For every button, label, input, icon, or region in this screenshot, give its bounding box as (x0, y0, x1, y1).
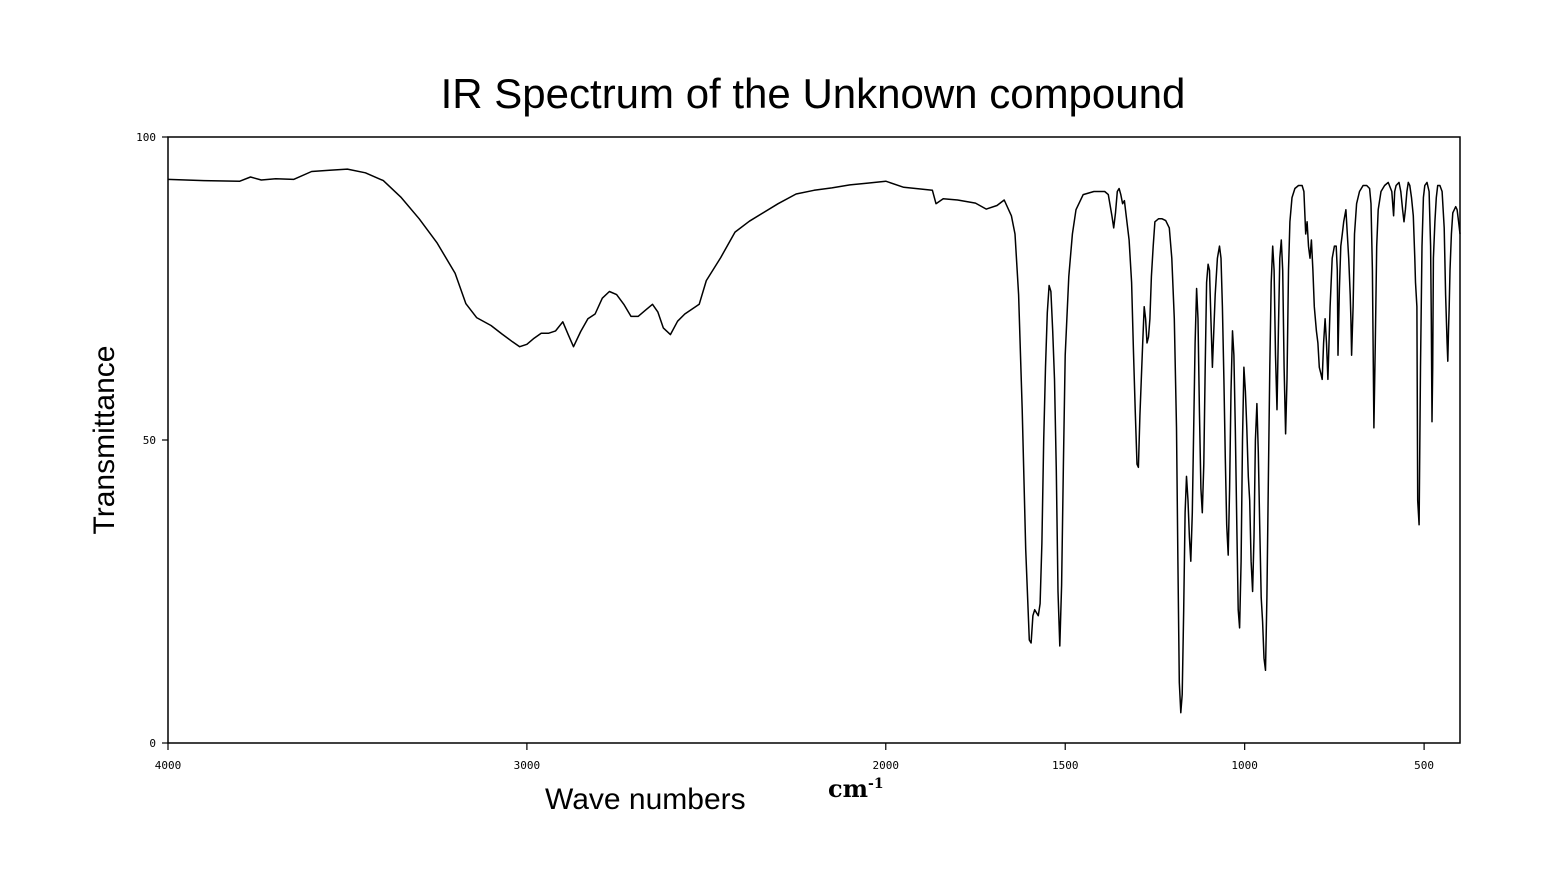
x-tick-label: 2000 (873, 759, 900, 772)
spectrum-series (167, 168, 1461, 714)
unit-text: cm (828, 774, 869, 803)
y-tick-label: 0 (149, 737, 156, 750)
x-tick-label: 500 (1414, 759, 1434, 772)
x-tick-label: 3000 (514, 759, 541, 772)
y-tick-label: 100 (136, 131, 156, 144)
x-tick-label: 1000 (1231, 759, 1258, 772)
x-axis-label: Wave numbers (545, 783, 746, 816)
y-tick-label: 50 (143, 434, 156, 447)
x-tick-label: 4000 (155, 759, 182, 772)
spectrum-line (167, 168, 1461, 714)
chart-title: IR Spectrum of the Unknown compound (440, 70, 1186, 117)
axis-ticks: 4000 3000 2000 1500 1000 500 0 50 100 (136, 131, 1434, 772)
unit-exponent: -1 (868, 776, 884, 792)
x-axis-unit: cm-1 (828, 774, 884, 803)
x-tick-label: 1500 (1052, 759, 1079, 772)
